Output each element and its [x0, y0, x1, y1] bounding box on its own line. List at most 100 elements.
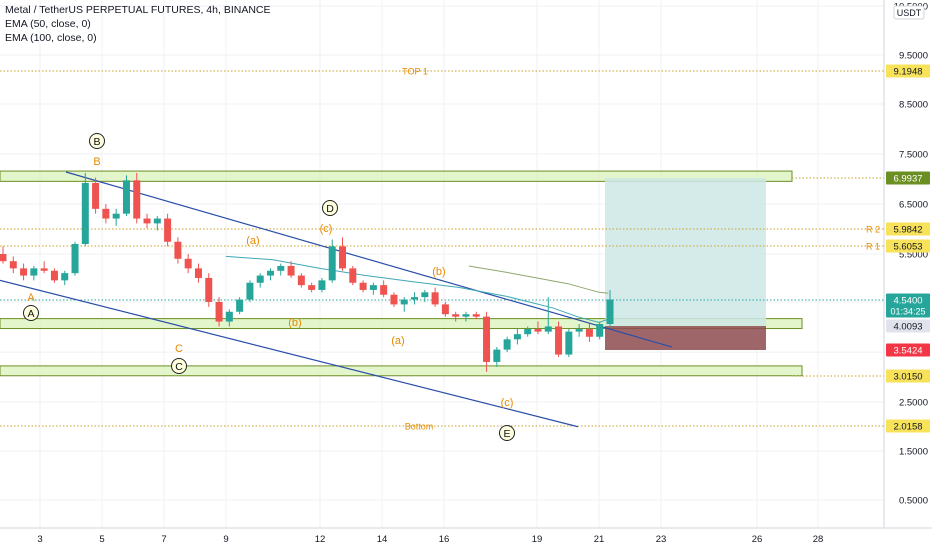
- price-axis-bg: [884, 0, 932, 550]
- wave-circle: [499, 425, 515, 441]
- candle-body: [40, 268, 48, 271]
- candle: [102, 204, 110, 224]
- candle-body: [493, 349, 501, 362]
- candle-body: [50, 270, 58, 281]
- channel-lines[interactable]: [0, 171, 673, 428]
- level-label: R 1: [866, 242, 880, 252]
- ema100-line: [468, 265, 609, 294]
- candles: [0, 172, 614, 372]
- candle: [411, 292, 419, 305]
- candle: [266, 268, 274, 281]
- candle-body: [369, 285, 377, 290]
- candle-body: [174, 241, 182, 259]
- candle-body: [575, 329, 583, 332]
- time-tick-label: 23: [656, 534, 667, 545]
- level-label: TOP 1: [402, 67, 428, 77]
- level-price-tag-bg: [886, 239, 930, 253]
- candle-body: [277, 265, 285, 271]
- candle: [513, 329, 521, 345]
- level-price-tag-bg: [886, 64, 930, 78]
- wave-label-circled: A: [27, 308, 34, 320]
- candle: [184, 254, 192, 274]
- candle: [544, 297, 552, 335]
- candle: [308, 282, 316, 293]
- wave-label-circled: E: [503, 428, 510, 440]
- candle-body: [297, 275, 305, 286]
- candle: [575, 324, 583, 337]
- candle: [534, 321, 542, 335]
- candle: [71, 241, 79, 276]
- sr-zone: [0, 170, 793, 182]
- candle-body: [503, 339, 511, 350]
- candle: [503, 336, 511, 353]
- candle: [194, 263, 202, 283]
- wave-label: (c): [501, 397, 514, 409]
- time-tick-label: 12: [315, 534, 326, 545]
- candle-body: [421, 292, 429, 298]
- candle: [133, 172, 141, 224]
- channel-lower-line: [0, 279, 579, 428]
- candle-body: [81, 182, 89, 244]
- candle-body: [585, 329, 593, 337]
- candle-body: [328, 246, 336, 281]
- candle: [596, 321, 604, 340]
- wave-label: (a): [246, 235, 259, 247]
- level-price-tag-bg: [886, 222, 930, 236]
- candle: [225, 309, 233, 327]
- candle-body: [606, 299, 614, 325]
- candle-body: [534, 329, 542, 332]
- candle: [472, 311, 480, 320]
- price-tick-label: 8.5000: [899, 100, 928, 111]
- candle: [390, 292, 398, 307]
- candle-body: [194, 268, 202, 278]
- time-tick-label: 28: [813, 534, 824, 545]
- stop-price-tag-bg: [886, 343, 930, 357]
- wave-circle: [171, 358, 187, 374]
- axis-corner: [884, 530, 930, 548]
- candle: [297, 273, 305, 288]
- candle-body: [431, 292, 439, 305]
- candle-body: [555, 326, 563, 355]
- candle: [92, 177, 100, 214]
- candle: [462, 311, 470, 322]
- levels: TOP 1 R 2 R 1 Bottom: [0, 67, 884, 432]
- candle: [81, 172, 89, 247]
- time-tick-label: 14: [377, 534, 388, 545]
- ema50-line: [225, 255, 609, 324]
- candle-body: [596, 324, 604, 337]
- ema100-legend[interactable]: EMA (100, close, 0): [5, 32, 97, 44]
- candle-body: [452, 314, 460, 317]
- position-tool[interactable]: [605, 178, 766, 350]
- candle: [431, 287, 439, 307]
- candle-body: [483, 316, 491, 362]
- candle-body: [133, 180, 141, 219]
- candle: [30, 265, 38, 281]
- symbol-title[interactable]: Metal / TetherUS PERPETUAL FUTURES, 4h, …: [5, 4, 271, 16]
- candle-body: [0, 254, 7, 262]
- candle-body: [359, 282, 367, 290]
- candle-body: [349, 268, 357, 283]
- ema50-legend[interactable]: EMA (50, close, 0): [5, 18, 91, 30]
- wave-label: (b): [432, 266, 445, 278]
- candle-body: [318, 280, 326, 290]
- candle-countdown: 01:34:25: [890, 307, 925, 317]
- candle: [524, 326, 532, 337]
- candle: [318, 277, 326, 293]
- candle: [20, 263, 28, 281]
- candle-body: [308, 285, 316, 290]
- candle: [400, 297, 408, 312]
- time-tick-label: 7: [161, 534, 166, 545]
- time-tick-label: 19: [532, 534, 543, 545]
- candle: [452, 311, 460, 322]
- currency-badge: [893, 5, 925, 20]
- position-profit-zone: [605, 178, 766, 326]
- candle-body: [92, 182, 100, 209]
- price-tick-label: 5.5000: [899, 250, 928, 261]
- candle-body: [287, 265, 295, 276]
- price-tick-label: 6.5000: [899, 200, 928, 211]
- entry-price-tag: 4.0093: [893, 322, 922, 333]
- grid: [0, 0, 884, 528]
